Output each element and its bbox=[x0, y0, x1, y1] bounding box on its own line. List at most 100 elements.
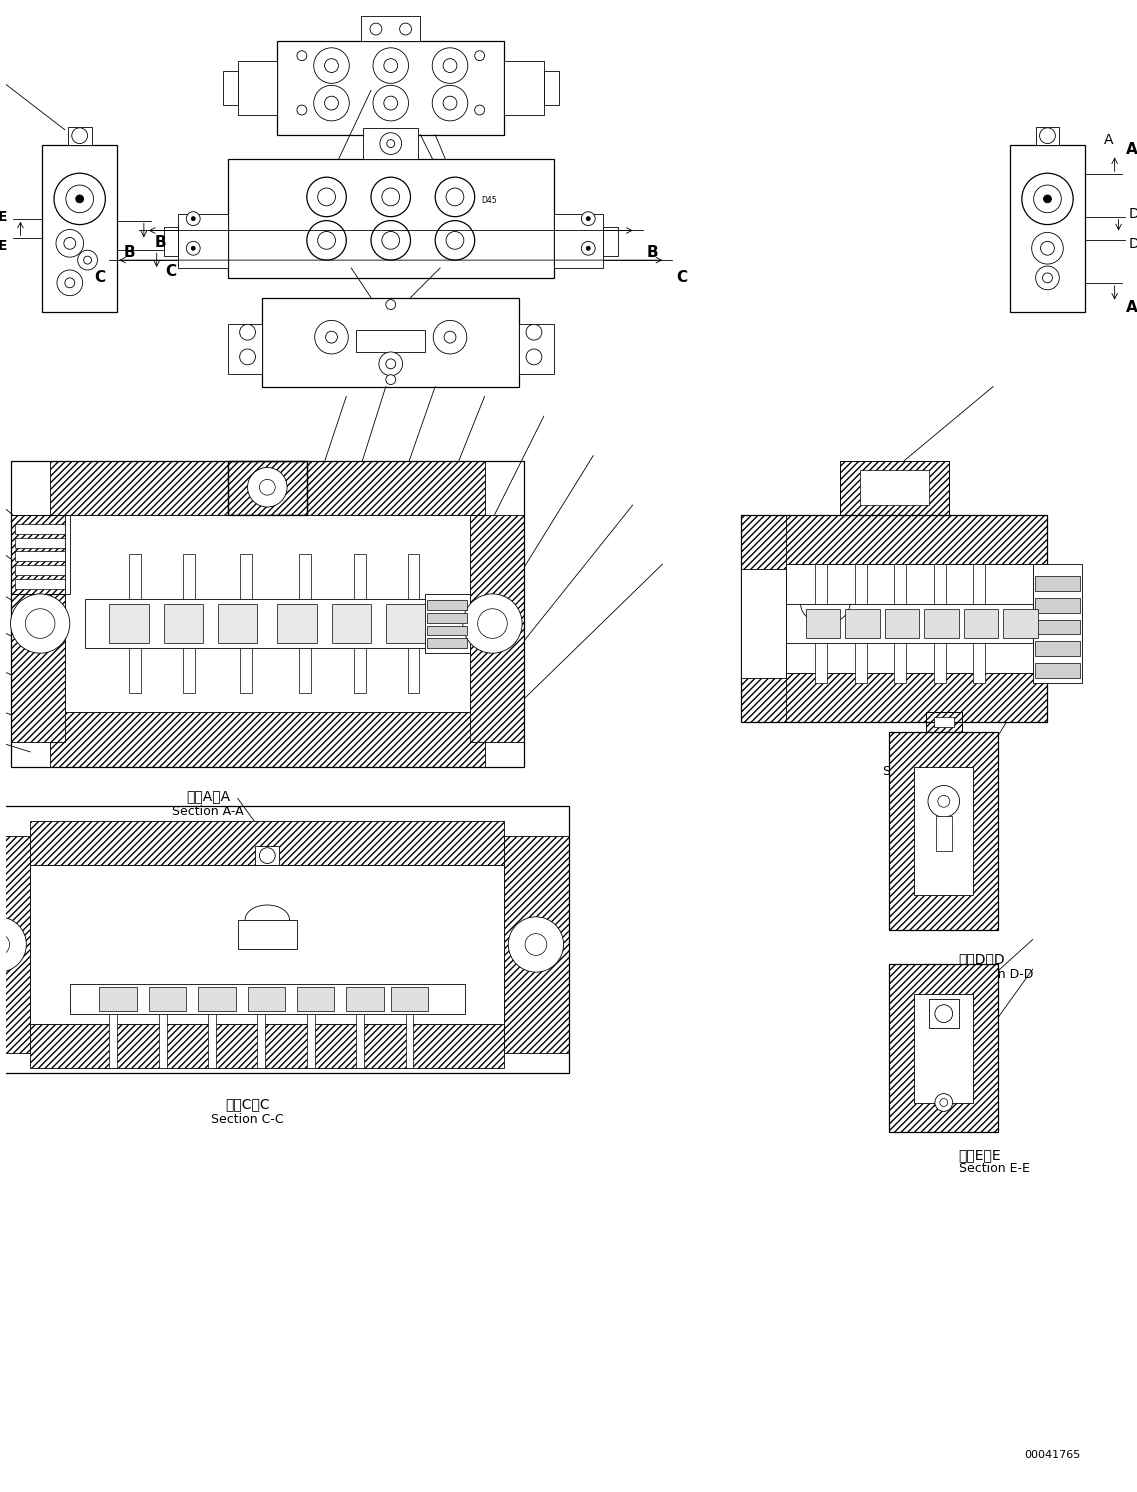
Bar bbox=[722, 461, 1068, 767]
Bar bbox=[0, 806, 568, 1073]
Bar bbox=[10, 515, 69, 594]
Bar bbox=[10, 461, 524, 767]
Bar bbox=[240, 555, 251, 598]
Text: E: E bbox=[0, 239, 8, 254]
Circle shape bbox=[525, 934, 547, 955]
Bar bbox=[914, 767, 973, 895]
Text: A: A bbox=[1104, 133, 1113, 146]
Bar bbox=[31, 1024, 505, 1068]
Circle shape bbox=[76, 195, 84, 203]
Bar bbox=[130, 555, 141, 598]
Bar bbox=[10, 461, 524, 767]
Bar bbox=[1035, 662, 1080, 677]
Bar bbox=[741, 673, 1047, 722]
Circle shape bbox=[526, 349, 542, 366]
Bar bbox=[10, 515, 69, 594]
Circle shape bbox=[297, 104, 307, 115]
Bar bbox=[198, 988, 235, 1010]
Bar bbox=[926, 712, 962, 733]
Bar bbox=[603, 227, 617, 257]
Circle shape bbox=[587, 246, 590, 251]
Bar bbox=[407, 555, 420, 598]
Text: 断面E－E: 断面E－E bbox=[958, 1147, 1002, 1162]
Text: C: C bbox=[165, 264, 176, 279]
Bar bbox=[929, 998, 958, 1028]
Bar bbox=[84, 598, 450, 648]
Circle shape bbox=[432, 85, 467, 121]
Circle shape bbox=[935, 1004, 953, 1022]
Bar bbox=[16, 537, 65, 548]
Bar bbox=[1036, 127, 1060, 145]
Circle shape bbox=[443, 95, 457, 110]
Bar bbox=[805, 609, 840, 639]
Circle shape bbox=[432, 48, 467, 84]
Bar bbox=[65, 515, 470, 712]
Circle shape bbox=[382, 188, 399, 206]
Bar bbox=[31, 865, 505, 1024]
Text: B: B bbox=[155, 234, 166, 249]
Bar bbox=[840, 461, 948, 515]
Bar bbox=[385, 604, 425, 643]
Bar bbox=[889, 964, 998, 1132]
Bar bbox=[554, 213, 603, 269]
Bar bbox=[407, 648, 420, 692]
Circle shape bbox=[84, 257, 91, 264]
Circle shape bbox=[478, 609, 507, 639]
Text: D: D bbox=[1129, 207, 1137, 221]
Circle shape bbox=[325, 331, 338, 343]
Bar bbox=[741, 570, 786, 677]
Text: Section C-C: Section C-C bbox=[211, 1113, 284, 1126]
Circle shape bbox=[1034, 185, 1061, 213]
Circle shape bbox=[317, 188, 335, 206]
Bar bbox=[786, 564, 1032, 673]
Circle shape bbox=[445, 331, 456, 343]
Bar bbox=[263, 297, 520, 386]
Circle shape bbox=[324, 95, 339, 110]
Circle shape bbox=[324, 58, 339, 73]
Circle shape bbox=[1036, 266, 1060, 289]
Bar bbox=[428, 625, 467, 636]
Bar bbox=[840, 461, 948, 515]
Circle shape bbox=[474, 51, 484, 61]
Text: D45: D45 bbox=[482, 197, 497, 206]
Bar bbox=[164, 604, 204, 643]
Bar bbox=[16, 524, 65, 534]
Bar bbox=[208, 1013, 216, 1068]
Bar bbox=[238, 919, 297, 949]
Circle shape bbox=[371, 221, 410, 260]
Bar bbox=[50, 712, 484, 767]
Circle shape bbox=[259, 847, 275, 864]
Circle shape bbox=[380, 133, 401, 155]
Bar bbox=[1035, 642, 1080, 656]
Bar bbox=[277, 604, 317, 643]
Bar bbox=[933, 643, 946, 683]
Circle shape bbox=[373, 85, 408, 121]
Bar bbox=[926, 712, 962, 733]
Circle shape bbox=[1044, 195, 1052, 203]
Bar bbox=[356, 1013, 364, 1068]
Circle shape bbox=[307, 221, 347, 260]
Bar bbox=[924, 609, 958, 639]
Bar bbox=[0, 806, 568, 1073]
Circle shape bbox=[446, 188, 464, 206]
Circle shape bbox=[940, 1098, 948, 1107]
Bar bbox=[1035, 619, 1080, 634]
Bar bbox=[889, 733, 998, 930]
Circle shape bbox=[186, 242, 200, 255]
Bar bbox=[885, 688, 1053, 934]
Text: E: E bbox=[0, 210, 8, 224]
Circle shape bbox=[587, 216, 590, 221]
Circle shape bbox=[463, 594, 522, 653]
Bar bbox=[895, 564, 906, 604]
Bar bbox=[914, 994, 973, 1103]
Circle shape bbox=[314, 85, 349, 121]
Bar bbox=[963, 609, 998, 639]
Bar bbox=[889, 733, 998, 930]
Circle shape bbox=[399, 22, 412, 34]
Bar bbox=[505, 836, 568, 1053]
Bar bbox=[248, 988, 285, 1010]
Text: 断面C－C: 断面C－C bbox=[225, 1098, 269, 1112]
Bar bbox=[164, 227, 179, 257]
Circle shape bbox=[248, 467, 287, 507]
Text: 00041765: 00041765 bbox=[1024, 1450, 1080, 1461]
